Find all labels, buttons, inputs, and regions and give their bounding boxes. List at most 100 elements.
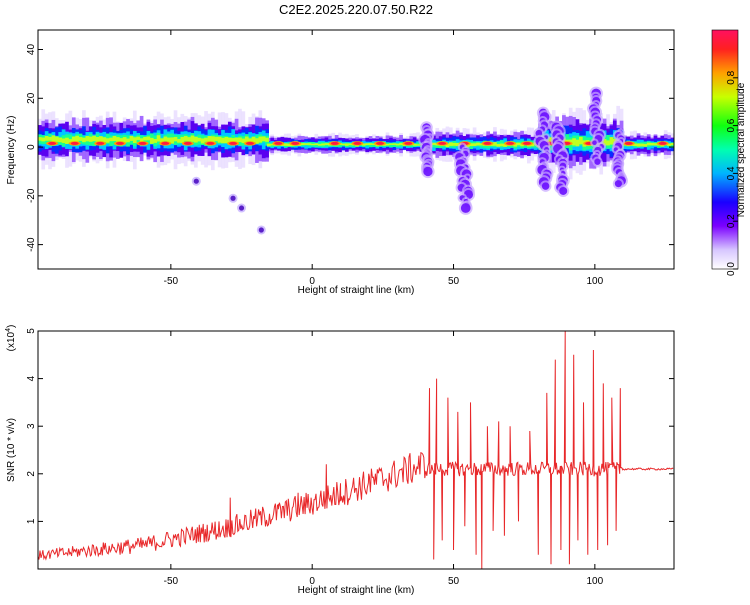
band-slice — [68, 134, 73, 143]
band-slice — [445, 143, 450, 148]
band-slice — [448, 142, 453, 146]
band-slice — [61, 138, 66, 143]
snr-scale-exponent: 4 — [5, 328, 12, 332]
band-slice — [197, 137, 202, 142]
band-slice — [88, 136, 93, 142]
snr-ytick-label: 3 — [26, 423, 37, 429]
svg-text:(x104): (x104) — [5, 325, 17, 352]
band-slice — [38, 137, 42, 141]
snr-frame — [37, 330, 675, 570]
band-hotspots — [46, 141, 669, 146]
band-slice — [653, 143, 658, 146]
band-slice — [85, 135, 90, 142]
snr-xlabel: Height of straight line (km) — [298, 585, 415, 596]
colorbar-tick-label: 0.6 — [726, 118, 737, 132]
band-slice — [314, 143, 319, 146]
snr-xtick-label: 100 — [587, 576, 604, 587]
heatmap-frame — [37, 29, 675, 270]
hotspot — [624, 141, 633, 145]
band-slice — [163, 136, 168, 141]
band-slice — [469, 143, 474, 146]
isolated-point — [193, 178, 199, 184]
band-slice — [341, 143, 346, 146]
band-slice — [348, 143, 353, 148]
band-slice — [432, 142, 436, 146]
figure-title: C2E2.2025.220.07.50.R22 — [279, 2, 433, 17]
band-slice — [530, 142, 535, 147]
band-slice — [112, 135, 117, 142]
band-slice — [41, 137, 46, 142]
band-slice — [136, 136, 141, 141]
band-slice — [389, 143, 393, 148]
snr-scale-suffix: ) — [6, 325, 17, 328]
band-slice — [143, 136, 147, 141]
hotspot — [658, 141, 667, 145]
band-slice — [258, 136, 263, 143]
band-slice — [389, 143, 393, 145]
band-slice — [270, 143, 275, 146]
hotspot — [70, 141, 79, 145]
band-slice — [416, 144, 420, 146]
band-slice — [455, 142, 460, 147]
heatmap-ytick-label: -40 — [26, 237, 37, 252]
band-slice — [602, 139, 607, 146]
band-slice — [650, 142, 654, 146]
band-slice — [173, 136, 178, 142]
heatmap-ytick-label: 20 — [26, 92, 37, 104]
band-slice — [156, 135, 161, 142]
band-slice — [372, 143, 376, 146]
band-slice — [311, 143, 315, 146]
band-slice — [385, 143, 390, 146]
band-slice — [412, 143, 417, 146]
band-slice — [180, 136, 185, 143]
band-slice — [166, 137, 171, 144]
band-slice — [221, 137, 225, 144]
band-slice — [244, 136, 249, 143]
band-slice — [399, 143, 403, 146]
band-slice — [116, 137, 120, 143]
colorbar-tick-label: 0.2 — [726, 214, 737, 228]
band-slice — [493, 142, 497, 146]
band-slice — [317, 144, 322, 146]
hotspot — [115, 141, 124, 145]
band-slice — [210, 136, 215, 143]
band-slice — [92, 135, 96, 142]
band-slice — [68, 139, 73, 143]
snr-ytick-label: 1 — [26, 518, 37, 524]
snr-scale-label: (x104) — [5, 325, 17, 352]
band-slice — [513, 142, 518, 147]
band-slice — [75, 135, 79, 142]
band-slice — [314, 142, 319, 148]
snr-ytick-label: 5 — [26, 328, 37, 334]
band-slice — [224, 136, 229, 144]
band-slice — [307, 143, 312, 145]
hotspot — [438, 141, 447, 145]
colorbar-label: Normalized spectral amplitude — [736, 82, 747, 217]
colorbar-tick-label: 0.4 — [726, 166, 737, 180]
band-slice — [58, 137, 63, 143]
band-slice — [344, 143, 349, 146]
band-slice — [48, 136, 52, 141]
band-slice — [170, 137, 174, 144]
excursion-point — [592, 140, 597, 146]
band-slice — [44, 136, 49, 141]
heatmap-xtick-label: 100 — [587, 276, 604, 287]
band-slice — [503, 143, 507, 147]
band-slice — [636, 143, 641, 147]
band-slice — [572, 138, 576, 146]
snr-xtick-label: 50 — [448, 576, 460, 587]
band-slice — [368, 143, 373, 145]
band-slice — [143, 136, 147, 146]
snr-plot-area — [38, 331, 674, 569]
band-slice — [361, 143, 366, 146]
band-slice — [238, 137, 242, 143]
band-slice — [51, 135, 56, 142]
band-slice — [476, 142, 480, 146]
isolated-point — [258, 227, 264, 233]
band-slice — [300, 143, 305, 146]
colorbar — [711, 29, 739, 270]
band-slice — [609, 137, 614, 145]
colorbar-tick-label: 0.8 — [726, 70, 737, 84]
heatmap-xtick-label: 0 — [309, 276, 315, 287]
band-slice — [105, 138, 110, 143]
